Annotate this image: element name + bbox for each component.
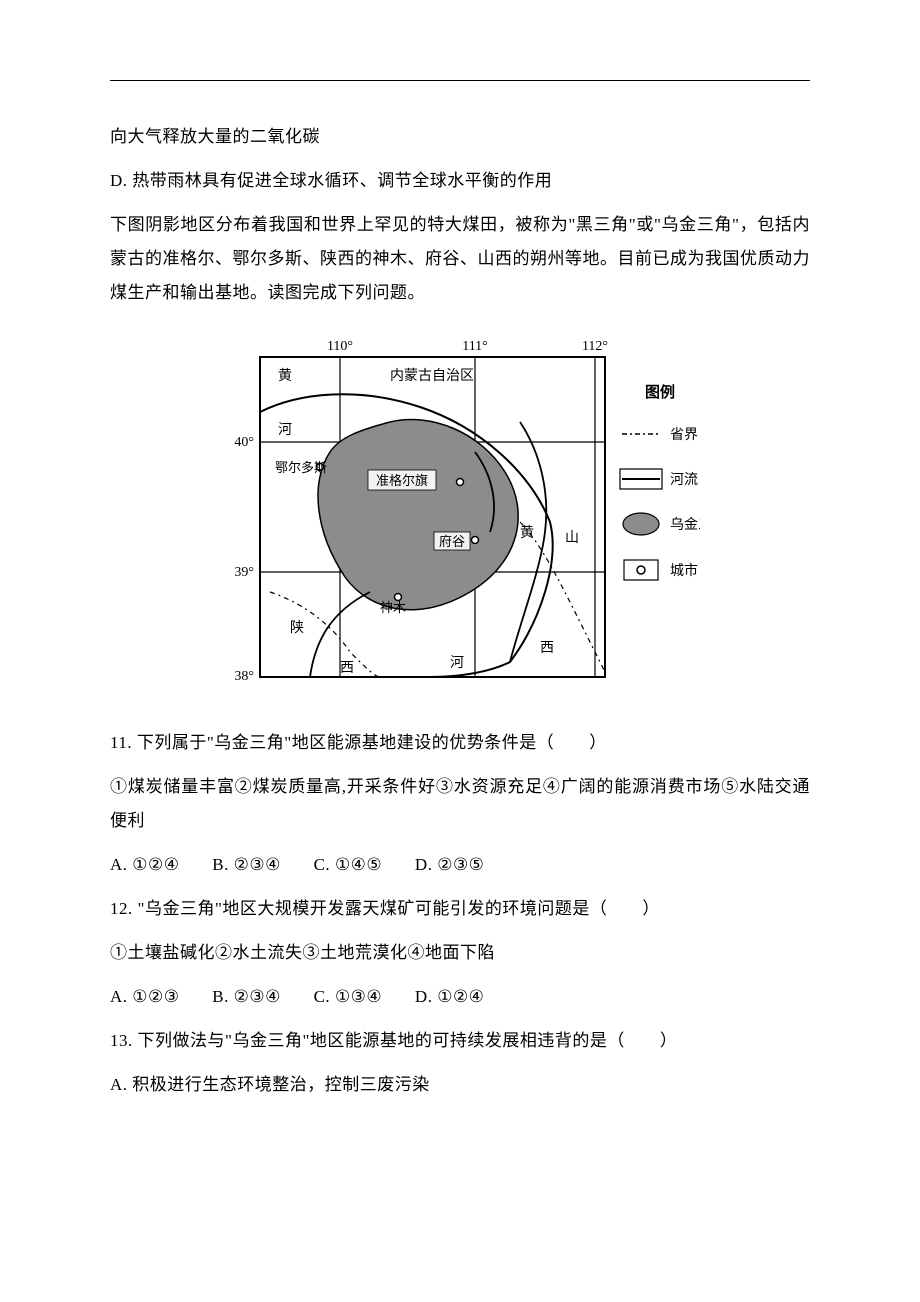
label-zhungeerqi: 准格尔旗 bbox=[376, 473, 428, 488]
map-figure-wrap: 110° 111° 112° 40° 39° 38° 准格尔旗 bbox=[110, 322, 810, 702]
lat-label-1: 39° bbox=[234, 565, 254, 580]
label-huang2: 黄 bbox=[520, 524, 534, 541]
map-river-4 bbox=[510, 422, 546, 662]
label-xi-right: 西 bbox=[540, 641, 554, 656]
label-huang: 黄 bbox=[278, 367, 292, 384]
legend-label-1: 河流 bbox=[670, 472, 698, 488]
legend-label-2: 乌金三角 bbox=[670, 517, 700, 533]
q11-stem: 11. 下列属于"乌金三角"地区能源基地建设的优势条件是（ ） bbox=[110, 726, 810, 760]
q12-opt-a[interactable]: A. ①②③ bbox=[110, 987, 194, 1006]
label-shan: 山 bbox=[565, 530, 579, 546]
legend-label-3: 城市 bbox=[670, 562, 698, 579]
q12-stem: 12. "乌金三角"地区大规模开发露天煤矿可能引发的环境问题是（ ） bbox=[110, 892, 810, 926]
legend-title: 图例 bbox=[645, 383, 675, 401]
lon-label-1: 111° bbox=[462, 339, 488, 354]
lat-label-0: 40° bbox=[234, 435, 254, 450]
label-eerduosi: 鄂尔多斯 bbox=[275, 460, 327, 475]
label-shan-lower: 陕 bbox=[290, 620, 304, 636]
label-xi-lower: 西 bbox=[340, 661, 354, 676]
q12-opt-b[interactable]: B. ②③④ bbox=[212, 987, 295, 1006]
q11-opt-b[interactable]: B. ②③④ bbox=[212, 855, 295, 874]
q13-opt-a[interactable]: A. 积极进行生态环境整治，控制三废污染 bbox=[110, 1068, 810, 1102]
legend-label-0: 省界 bbox=[670, 427, 698, 443]
q12-conditions: ①土壤盐碱化②水土流失③土地荒漠化④地面下陷 bbox=[110, 936, 810, 970]
map-province-border-1 bbox=[270, 592, 380, 677]
lat-label-2: 38° bbox=[234, 669, 254, 684]
q12-opt-d[interactable]: D. ①②④ bbox=[415, 987, 499, 1006]
label-he-lower: 河 bbox=[450, 655, 464, 671]
label-neimenggu: 内蒙古自治区 bbox=[390, 368, 474, 384]
q11-opt-b-text: ②③④ bbox=[234, 855, 281, 874]
label-fugu: 府谷 bbox=[439, 534, 465, 549]
lon-label-0: 110° bbox=[327, 339, 353, 354]
page: 向大气释放大量的二氧化碳 D. 热带雨林具有促进全球水循环、调节全球水平衡的作用… bbox=[0, 0, 920, 1302]
q12-opt-b-text: ②③④ bbox=[234, 987, 281, 1006]
map-blob-wujin bbox=[318, 419, 518, 609]
map-province-border-2 bbox=[520, 522, 605, 672]
q11-opt-a[interactable]: A. ①②④ bbox=[110, 855, 194, 874]
q12-options: A. ①②③ B. ②③④ C. ①③④ D. ①②④ bbox=[110, 980, 810, 1014]
q12-opt-c[interactable]: C. ①③④ bbox=[314, 987, 397, 1006]
q11-options: A. ①②④ B. ②③④ C. ①④⑤ D. ②③⑤ bbox=[110, 848, 810, 882]
q12-opt-d-text: ①②④ bbox=[437, 987, 484, 1006]
q11-opt-d-text: ②③⑤ bbox=[437, 855, 484, 874]
q12-opt-c-text: ①③④ bbox=[335, 987, 382, 1006]
label-he: 河 bbox=[278, 422, 292, 438]
q12-opt-a-text: ①②③ bbox=[132, 987, 179, 1006]
label-shenmu: 神木 bbox=[380, 600, 406, 615]
q11-conditions: ①煤炭储量丰富②煤炭质量高,开采条件好③水资源充足④广阔的能源消费市场⑤水陆交通… bbox=[110, 770, 810, 838]
header-rule bbox=[110, 80, 810, 81]
q13-stem: 13. 下列做法与"乌金三角"地区能源基地的可持续发展相违背的是（ ） bbox=[110, 1024, 810, 1058]
passage-intro: 下图阴影地区分布着我国和世界上罕见的特大煤田，被称为"黑三角"或"乌金三角"，包… bbox=[110, 208, 810, 310]
city-zhungeer-icon bbox=[457, 479, 464, 486]
q11-opt-d[interactable]: D. ②③⑤ bbox=[415, 855, 499, 874]
option-d-rainforest: D. 热带雨林具有促进全球水循环、调节全球水平衡的作用 bbox=[110, 164, 810, 198]
stem-fragment-p1: 向大气释放大量的二氧化碳 bbox=[110, 120, 810, 154]
q11-opt-c[interactable]: C. ①④⑤ bbox=[314, 855, 397, 874]
map-figure: 110° 111° 112° 40° 39° 38° 准格尔旗 bbox=[220, 322, 700, 702]
q11-opt-a-text: ①②④ bbox=[132, 855, 179, 874]
lon-label-2: 112° bbox=[582, 339, 608, 354]
city-fugu-icon bbox=[472, 537, 479, 544]
q11-opt-c-text: ①④⑤ bbox=[335, 855, 382, 874]
